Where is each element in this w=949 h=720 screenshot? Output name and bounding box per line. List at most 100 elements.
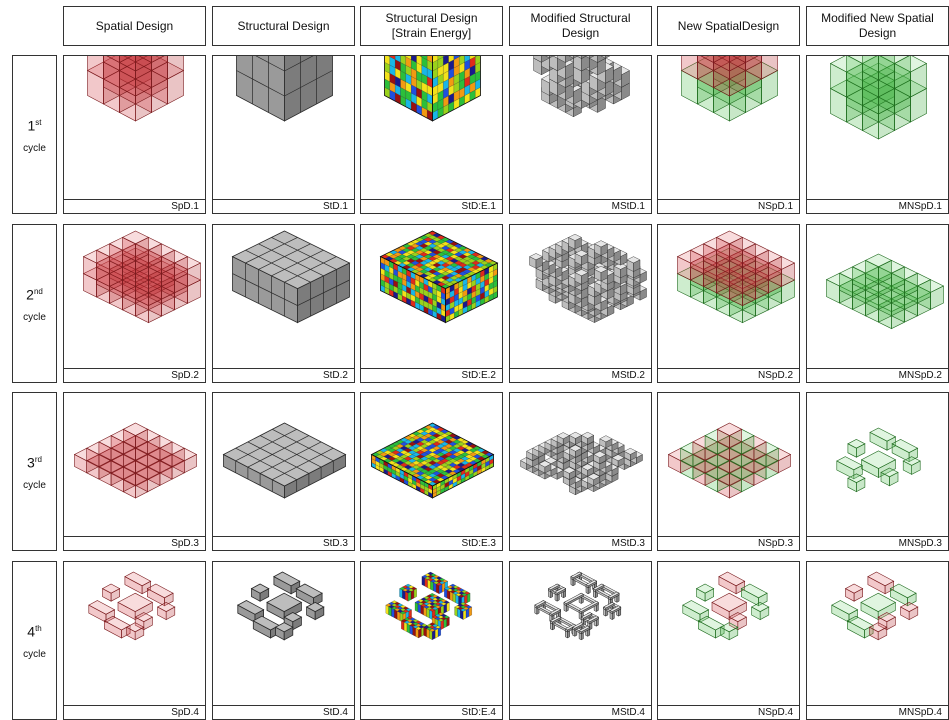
box-face [713, 56, 730, 72]
panel-caption: NSpD.1 [658, 199, 799, 213]
panel-caption: MStD.4 [510, 705, 651, 719]
heat-tile [404, 56, 406, 57]
heat-tile [410, 589, 415, 600]
cycle-label: cycle [23, 480, 46, 492]
box-face [745, 56, 762, 71]
panel-caption: MNSpD.4 [807, 705, 948, 719]
heat-tile [424, 577, 428, 588]
grid-line [258, 243, 324, 277]
heat-tile [443, 56, 446, 58]
heat-tile [402, 589, 406, 600]
box-face [266, 592, 303, 613]
box-face [151, 56, 168, 71]
box-face [729, 56, 742, 63]
box-face [740, 583, 768, 599]
box-face [103, 56, 120, 80]
cycle-ordinal-suffix: rd [34, 454, 42, 464]
box-face [572, 622, 584, 629]
panel-illustration [529, 233, 647, 323]
heat-tile [455, 594, 459, 605]
heat-tile [397, 611, 401, 621]
box-face [564, 623, 577, 631]
box-face [384, 56, 433, 122]
panel-model [825, 253, 945, 330]
heat-tile [430, 581, 434, 591]
heat-tile [403, 622, 408, 632]
box-face [745, 56, 759, 63]
box-face [732, 56, 746, 63]
column-header: Modified New Spatial Design [806, 6, 949, 46]
panel-model [831, 571, 919, 641]
box-face [728, 612, 748, 623]
heat-tile [421, 56, 428, 60]
design-panel: MNSpD.1 [806, 55, 949, 214]
panel-model [533, 56, 630, 118]
box-face [101, 583, 121, 594]
box-face [135, 56, 152, 80]
design-panel: MStD.4 [509, 561, 652, 720]
column-title: Spatial Design [95, 18, 174, 33]
box-face [889, 583, 917, 599]
panel-model [236, 571, 325, 641]
box-face [252, 615, 280, 631]
panel-model [236, 56, 333, 122]
cycle-number: 3rd [27, 452, 42, 471]
box-face [864, 253, 893, 268]
heat-tile [394, 609, 398, 620]
box-face [593, 451, 607, 458]
box-face [167, 56, 184, 80]
box-face [902, 456, 921, 466]
heat-tile [405, 591, 409, 602]
panel-caption: NSpD.2 [658, 368, 799, 382]
box-face [605, 56, 611, 59]
box-face [592, 583, 605, 590]
heat-tile [412, 626, 416, 637]
heat-tile [420, 605, 424, 616]
box-face [146, 583, 174, 599]
heat-tile [446, 616, 450, 627]
box-face [718, 571, 746, 587]
heat-tile [454, 606, 458, 617]
box-face [562, 466, 576, 474]
box-face [121, 230, 150, 245]
panel-illustration [73, 422, 198, 499]
panel-caption: SpD.1 [64, 199, 205, 213]
box-face [568, 233, 582, 241]
heat-tile [426, 628, 430, 639]
panel-model [520, 431, 643, 496]
box-face [589, 56, 595, 59]
box-face [87, 56, 104, 80]
heat-tile [432, 630, 436, 640]
heat-tile [417, 603, 421, 614]
box-face [587, 473, 601, 480]
heat-tile [399, 588, 403, 599]
box-face [623, 447, 637, 455]
design-panel: SpD.1 [63, 55, 206, 214]
panel-model [529, 233, 647, 323]
grid-line [255, 56, 285, 72]
row-header: 4th cycle [12, 561, 57, 720]
heat-tile [388, 56, 390, 57]
design-panel: MStD.1 [509, 55, 652, 214]
box-face [574, 269, 589, 277]
heat-tile [423, 627, 427, 637]
panel-caption: MStD.1 [510, 199, 651, 213]
heat-tile [411, 56, 417, 63]
design-panel: StD:E.2 [360, 224, 503, 383]
box-face [594, 265, 608, 273]
design-panel: StD.3 [212, 392, 355, 551]
column-title: Structural Design [237, 18, 330, 33]
heat-tile [406, 623, 411, 634]
box-face [222, 422, 347, 487]
panel-model [385, 571, 473, 640]
design-panel: MStD.3 [509, 392, 652, 551]
panel-caption: StD.4 [213, 705, 354, 719]
panel-model [231, 230, 351, 324]
cycle-ordinal: 3 [27, 454, 35, 471]
box-face [878, 56, 895, 81]
box-face [554, 587, 567, 594]
grid-line [272, 447, 334, 481]
panel-model [379, 230, 499, 324]
box-face [568, 431, 582, 439]
panel-model [73, 422, 198, 499]
